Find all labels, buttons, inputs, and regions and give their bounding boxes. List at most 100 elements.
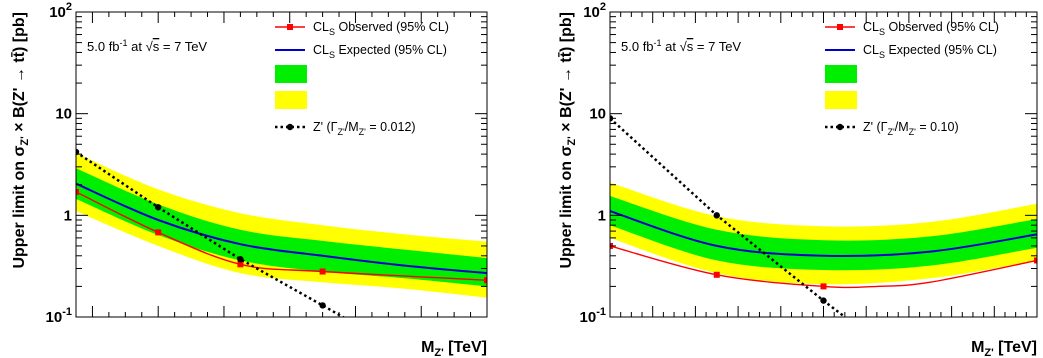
legend-cls: CL: [313, 20, 329, 34]
y-tick-mantissa: 10: [55, 106, 72, 123]
observed-point: [155, 229, 162, 236]
sqrt-s: s: [687, 39, 694, 54]
y-axis-title-sub: Z': [19, 136, 31, 146]
observed-line: [76, 191, 487, 281]
legend-model-end: = 0.10): [916, 120, 959, 134]
x-axis-title-unit: [TeV]: [444, 339, 487, 356]
plot-area: [76, 148, 487, 317]
x-axis-title-main: M: [971, 339, 984, 356]
band-1sigma: [76, 168, 487, 287]
y-axis-title-rest: × B(Z' → tt̄) [pb]: [10, 12, 28, 136]
legend-cls-sub: S: [879, 27, 885, 37]
y-tick-label: 1: [64, 207, 72, 224]
model-point: [237, 256, 244, 263]
lumi-at: at: [662, 39, 680, 54]
y-tick-label: 10-1: [580, 306, 606, 326]
y-tick-mantissa: 10: [580, 309, 597, 326]
y-tick-exponent: -1: [62, 306, 72, 318]
x-axis-title-main: M: [421, 339, 434, 356]
legend: CLS Observed (95% CL)CLS Expected (95% C…: [275, 20, 449, 137]
sqrt-s: s: [153, 39, 160, 54]
energy-value: = 7 TeV: [159, 39, 207, 54]
lumi-exponent: -1: [120, 38, 128, 48]
legend-band1-swatch: [825, 65, 857, 83]
y-tick-mantissa: 1: [64, 207, 72, 224]
x-axis-title-sub: Z': [434, 347, 444, 358]
y-axis-title-main: Upper limit on σ: [558, 146, 575, 269]
observed-point: [76, 188, 79, 195]
y-tick-label: 10-1: [46, 306, 72, 326]
legend-model-mid: /M: [895, 120, 909, 134]
y-tick-exponent: 2: [600, 1, 606, 13]
legend-model-end: = 0.012): [366, 120, 416, 134]
y-axis-title: Upper limit on σZ' × B(Z' → tt̄) [pb]: [557, 12, 578, 269]
legend-cls-sub: S: [329, 27, 335, 37]
sqrt-symbol: √: [146, 39, 154, 54]
model-point: [820, 297, 827, 304]
observed-line: [610, 245, 1037, 289]
y-tick-label: 102: [583, 1, 606, 21]
legend-model-label: Z' (ΓZ'/MZ' = 0.012): [313, 120, 416, 137]
legend-band2-swatch: [275, 91, 307, 109]
model-line: [610, 117, 846, 317]
model-line: [76, 150, 346, 317]
lumi-unit: fb: [643, 39, 654, 54]
legend-cls-sub: S: [879, 50, 885, 60]
y-axis-title-main: Upper limit on σ: [11, 146, 28, 269]
lumi-unit: fb: [109, 39, 120, 54]
legend-observed-marker: [287, 24, 293, 30]
observed-point: [713, 271, 720, 278]
legend-model-text: Z' (Γ: [863, 120, 888, 134]
legend-cls: CL: [863, 43, 879, 57]
legend-model-sub: Z': [888, 127, 895, 137]
legend-model-mid: /M: [345, 120, 359, 134]
lumi-label: 5.0 fb-1 at √s = 7 TeV: [87, 38, 207, 54]
observed-point: [1034, 257, 1037, 264]
y-tick-mantissa: 1: [598, 207, 606, 224]
legend-model-marker: [286, 123, 294, 131]
model-point: [76, 148, 80, 156]
observed-point: [820, 283, 827, 290]
y-tick-exponent: -1: [596, 306, 606, 318]
legend-model-sub: Z': [338, 127, 345, 137]
x-axis-title-unit: [TeV]: [994, 339, 1037, 356]
legend-cls: CL: [313, 43, 329, 57]
observed-point: [237, 261, 244, 268]
lumi-at: at: [128, 39, 146, 54]
sqrt-symbol: √: [680, 39, 688, 54]
x-axis-title-sub: Z': [984, 347, 994, 358]
y-tick-label: 10: [589, 106, 606, 123]
legend-observed-marker: [837, 24, 843, 30]
legend-observed-label: CLS Observed (95% CL): [863, 20, 999, 37]
y-axis-title-sub: Z': [566, 136, 578, 146]
y-tick-mantissa: 10: [583, 4, 600, 21]
observed-point: [319, 268, 326, 275]
legend-expected-label: CLS Expected (95% CL): [863, 43, 997, 60]
model-point: [713, 212, 720, 219]
legend-band1-swatch: [275, 65, 307, 83]
legend-observed-text: Observed (95% CL): [885, 20, 999, 34]
legend-observed-label: CLS Observed (95% CL): [313, 20, 449, 37]
legend-model-label: Z' (ΓZ'/MZ' = 0.10): [863, 120, 959, 137]
plot-frame: [75, 11, 488, 318]
legend-model-marker: [836, 123, 844, 131]
legend-observed-text: Observed (95% CL): [335, 20, 449, 34]
legend-cls-sub: S: [329, 50, 335, 60]
y-tick-label: 10: [55, 106, 72, 123]
legend-expected-text: Expected (95% CL): [335, 43, 447, 57]
y-tick-label: 102: [49, 1, 72, 21]
legend: CLS Observed (95% CL) CLS Expected (95% C…: [825, 20, 999, 137]
x-axis-title: MZ' [TeV]: [421, 339, 487, 358]
lumi-value: 5.0: [621, 39, 643, 54]
legend-model-text: Z' (Γ: [313, 120, 338, 134]
y-tick-mantissa: 10: [49, 4, 66, 21]
plot-area: [610, 115, 1037, 317]
legend-expected-text: Expected (95% CL): [885, 43, 997, 57]
lumi-value: 5.0: [87, 39, 109, 54]
lumi-label: 5.0 fb-1 at √s = 7 TeV: [621, 38, 741, 54]
x-axis-title: MZ' [TeV]: [971, 339, 1037, 358]
y-tick-label: 1: [598, 207, 606, 224]
